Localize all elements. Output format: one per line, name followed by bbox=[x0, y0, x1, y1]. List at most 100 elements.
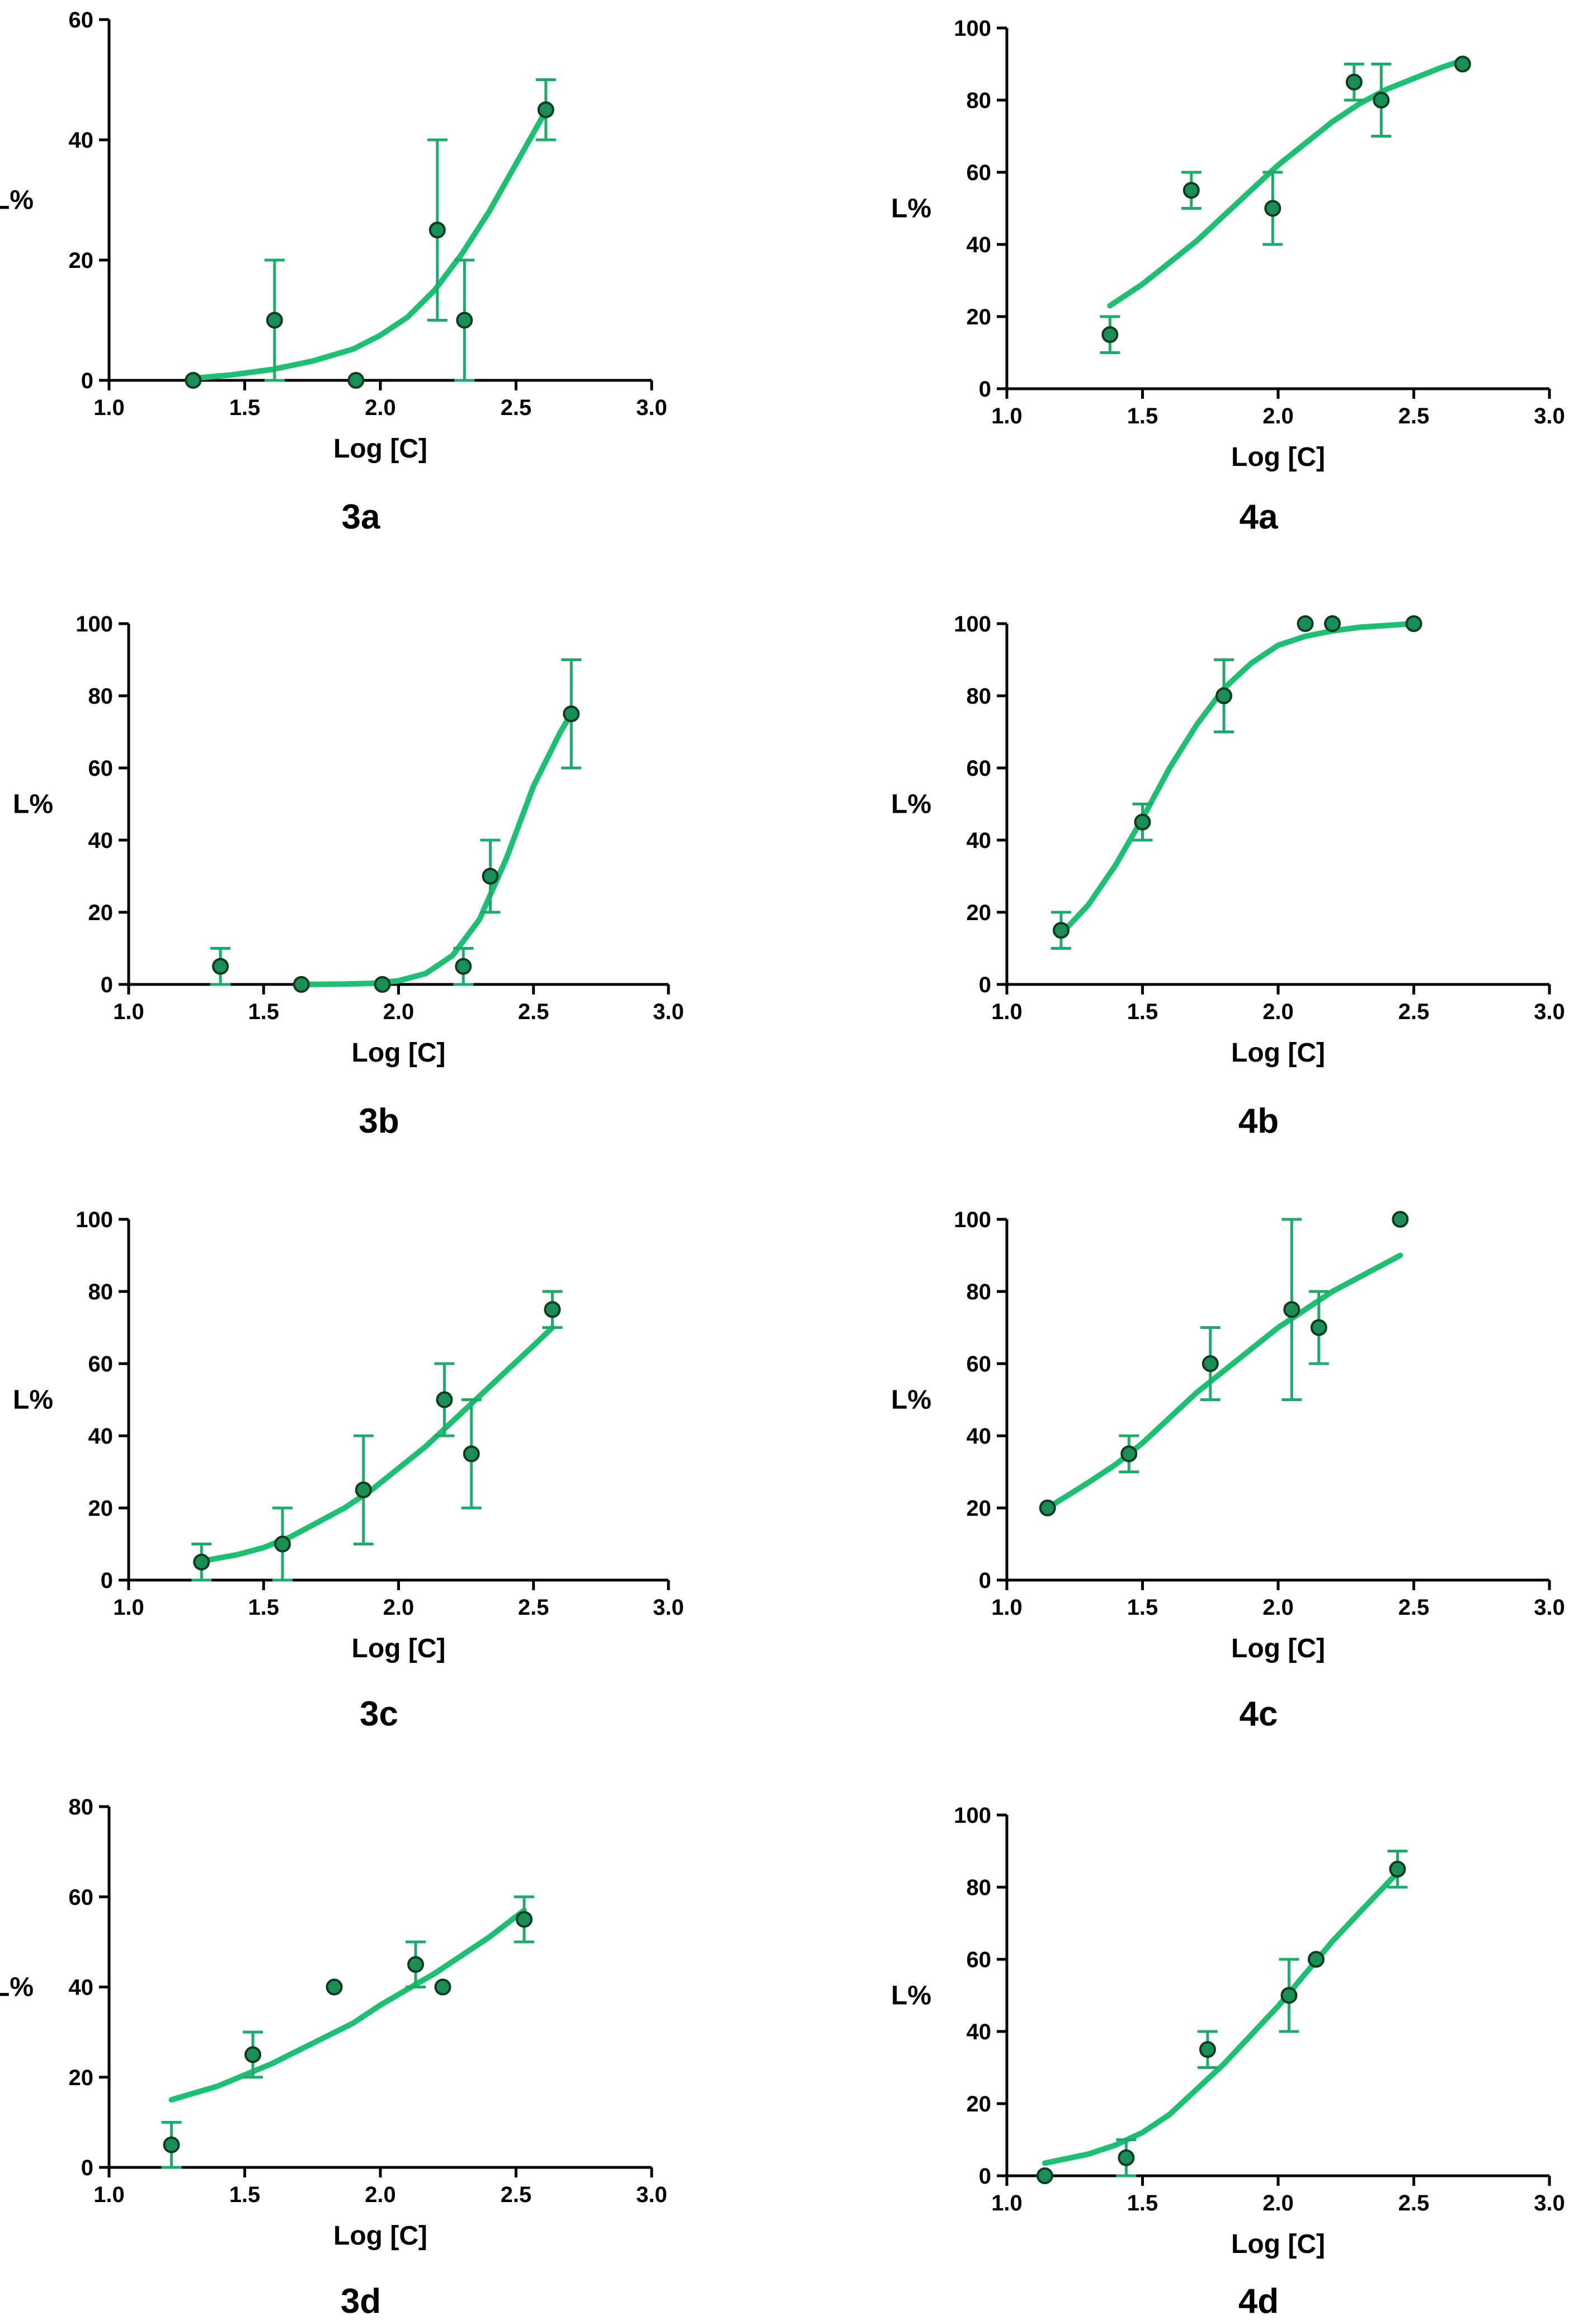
data-point bbox=[1324, 615, 1341, 632]
y-tick-label: 40 bbox=[69, 1976, 94, 2000]
x-axis-label: Log [C] bbox=[352, 1038, 446, 1068]
fit-curve bbox=[187, 113, 546, 381]
x-tick-label: 2.5 bbox=[1398, 2191, 1430, 2215]
x-tick-label: 2.0 bbox=[1262, 1595, 1294, 1620]
panel-label: 3a bbox=[342, 498, 380, 536]
data-point bbox=[212, 958, 229, 975]
y-tick-label: 80 bbox=[967, 684, 992, 709]
panel-4c: 1.0 1.5 2.0 2.5 3.0 0 20 40 60 80 100 Log [C] L% 4c bbox=[891, 1208, 1565, 1733]
x-axis-label: Log [C] bbox=[1231, 2229, 1325, 2259]
data-point bbox=[1036, 2167, 1053, 2184]
fit-curve bbox=[1107, 58, 1466, 309]
data-point bbox=[244, 2046, 262, 2063]
x-axis-label: Log [C] bbox=[1231, 442, 1325, 472]
x-tick-label: 2.5 bbox=[1398, 1595, 1430, 1620]
x-tick-label: 1.0 bbox=[113, 1595, 144, 1620]
x-tick-label: 2.5 bbox=[1398, 404, 1430, 428]
panel-label: 3b bbox=[359, 1102, 399, 1140]
x-tick-label: 2.0 bbox=[383, 1595, 414, 1620]
y-tick-label: 100 bbox=[954, 1803, 991, 1828]
y-tick-label: 20 bbox=[69, 2066, 94, 2090]
fit-curve bbox=[1042, 1870, 1401, 2166]
data-point bbox=[1264, 200, 1282, 217]
panel-label: 4b bbox=[1238, 1102, 1279, 1140]
x-tick-label: 2.0 bbox=[365, 2182, 396, 2207]
y-tick-label: 60 bbox=[69, 1885, 94, 1910]
x-tick-label: 3.0 bbox=[1534, 1595, 1565, 1620]
y-tick-label: 20 bbox=[88, 1496, 114, 1521]
y-tick-label: 60 bbox=[967, 1352, 992, 1377]
y-tick-label: 60 bbox=[88, 756, 114, 781]
data-point bbox=[1101, 326, 1119, 343]
data-point bbox=[456, 312, 473, 329]
panel-label: 4a bbox=[1240, 498, 1278, 536]
y-tick-label: 40 bbox=[967, 1424, 992, 1449]
x-tick-label: 2.5 bbox=[501, 395, 532, 420]
data-point bbox=[1280, 1987, 1298, 2004]
panel-3a: 1.0 1.5 2.0 2.5 3.0 0 20 40 60 Log [C] L% 3a bbox=[0, 8, 667, 536]
panel-4d: 1.0 1.5 2.0 2.5 3.0 0 20 40 60 80 100 Log [C] L% 4d bbox=[891, 1803, 1565, 2321]
x-tick-label: 1.5 bbox=[248, 1595, 279, 1620]
y-axis-label: L% bbox=[891, 1981, 931, 2011]
y-tick-label: 0 bbox=[81, 2156, 93, 2180]
x-tick-label: 1.0 bbox=[991, 404, 1023, 428]
data-point bbox=[1310, 1319, 1327, 1336]
x-tick-label: 1.0 bbox=[991, 1000, 1023, 1024]
data-point bbox=[563, 705, 580, 723]
data-point bbox=[1134, 813, 1151, 831]
data-point bbox=[1297, 615, 1314, 632]
x-tick-label: 1.5 bbox=[1127, 1595, 1158, 1620]
x-tick-label: 2.0 bbox=[1262, 2191, 1294, 2215]
fit-curve bbox=[298, 711, 574, 987]
y-tick-label: 0 bbox=[81, 369, 93, 393]
y-tick-label: 40 bbox=[967, 233, 992, 257]
y-axis-label: L% bbox=[891, 194, 931, 224]
x-tick-label: 2.0 bbox=[365, 395, 396, 420]
x-tick-label: 1.5 bbox=[248, 1000, 279, 1024]
data-point bbox=[1039, 1500, 1056, 1516]
y-tick-label: 60 bbox=[967, 756, 992, 781]
x-tick-label: 3.0 bbox=[636, 395, 667, 420]
x-tick-label: 3.0 bbox=[653, 1595, 684, 1620]
y-tick-label: 0 bbox=[979, 973, 991, 997]
y-tick-label: 80 bbox=[967, 1875, 992, 1900]
x-tick-label: 1.5 bbox=[229, 2182, 261, 2207]
data-point bbox=[293, 976, 310, 993]
data-point bbox=[1199, 2041, 1216, 2058]
x-tick-label: 2.5 bbox=[1398, 1000, 1430, 1024]
y-axis-label: L% bbox=[891, 1385, 931, 1415]
x-axis-label: Log [C] bbox=[1231, 1634, 1325, 1663]
x-tick-label: 3.0 bbox=[653, 1000, 684, 1024]
x-tick-label: 1.5 bbox=[1127, 2191, 1158, 2215]
x-tick-label: 1.5 bbox=[1127, 404, 1158, 428]
y-tick-label: 80 bbox=[88, 1280, 114, 1304]
y-tick-label: 100 bbox=[76, 1208, 113, 1232]
x-tick-label: 3.0 bbox=[1534, 404, 1565, 428]
y-tick-label: 20 bbox=[88, 901, 114, 925]
y-tick-label: 40 bbox=[69, 128, 94, 153]
panel-4a: 1.0 1.5 2.0 2.5 3.0 0 20 40 60 80 100 Log [C] L% 4a bbox=[891, 16, 1565, 536]
y-tick-label: 80 bbox=[967, 1280, 992, 1304]
x-axis-label: Log [C] bbox=[352, 1634, 446, 1663]
data-point bbox=[347, 372, 365, 389]
data-point bbox=[407, 1956, 425, 1973]
data-point bbox=[1405, 615, 1422, 632]
y-tick-label: 0 bbox=[101, 973, 113, 997]
data-point bbox=[1392, 1211, 1409, 1228]
data-point bbox=[193, 1553, 210, 1571]
y-tick-label: 20 bbox=[967, 1496, 992, 1521]
y-tick-label: 60 bbox=[69, 8, 94, 32]
y-tick-label: 0 bbox=[979, 377, 991, 402]
y-axis-label: L% bbox=[0, 1973, 34, 2002]
data-point bbox=[1202, 1355, 1219, 1372]
y-tick-label: 20 bbox=[967, 901, 992, 925]
data-point bbox=[1118, 2149, 1135, 2166]
data-point bbox=[374, 976, 391, 993]
y-tick-label: 40 bbox=[967, 2020, 992, 2044]
data-point bbox=[355, 1481, 372, 1498]
y-tick-label: 40 bbox=[967, 828, 992, 853]
y-tick-label: 60 bbox=[88, 1352, 114, 1377]
y-tick-label: 20 bbox=[69, 248, 94, 273]
panel-3b: 1.0 1.5 2.0 2.5 3.0 0 20 40 60 80 100 Log [C] L% 3b bbox=[13, 612, 684, 1140]
